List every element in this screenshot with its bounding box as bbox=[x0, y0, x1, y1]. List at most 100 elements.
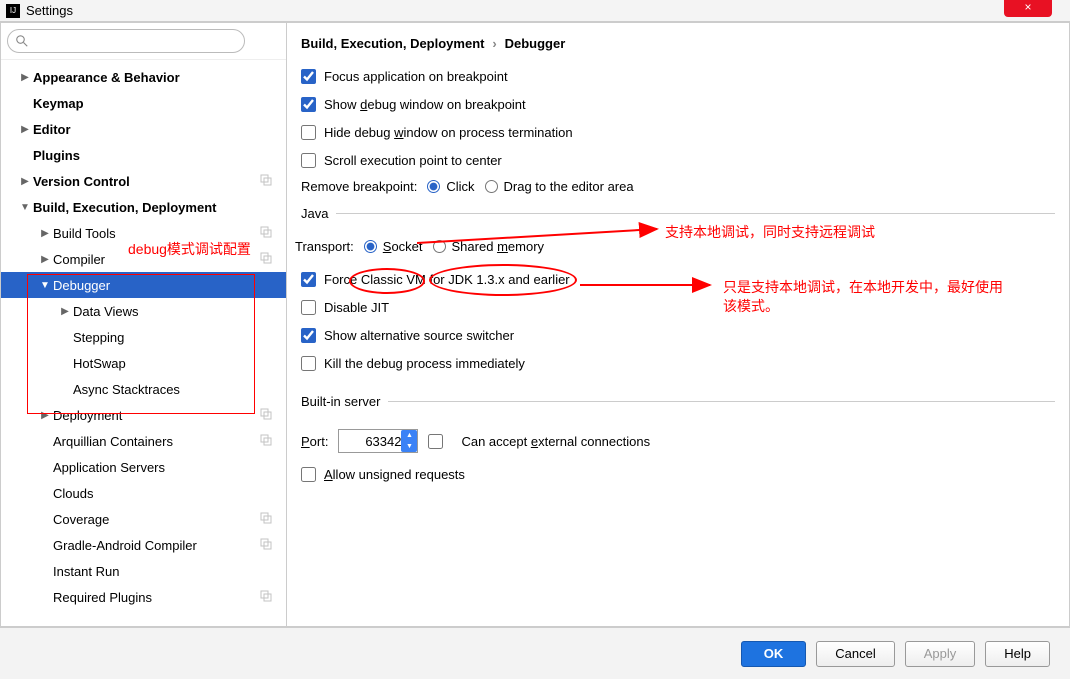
tree-item-application-servers[interactable]: Application Servers bbox=[1, 454, 286, 480]
unsigned-checkbox[interactable] bbox=[301, 467, 316, 482]
tree-item-label: Required Plugins bbox=[53, 590, 152, 605]
tree-item-label: HotSwap bbox=[73, 356, 126, 371]
tree-item-version-control[interactable]: ▶Version Control bbox=[1, 168, 286, 194]
tree-item-label: Data Views bbox=[73, 304, 139, 319]
settings-sidebar: ▶Appearance & BehaviorKeymap▶EditorPlugi… bbox=[1, 23, 287, 626]
tree-item-stepping[interactable]: Stepping bbox=[1, 324, 286, 350]
tree-item-keymap[interactable]: Keymap bbox=[1, 90, 286, 116]
tree-item-label: Clouds bbox=[53, 486, 93, 501]
tree-item-hotswap[interactable]: HotSwap bbox=[1, 350, 286, 376]
annotation-text-2b: 该模式。 bbox=[723, 296, 779, 316]
tree-item-label: Appearance & Behavior bbox=[33, 70, 180, 85]
focus-checkbox[interactable] bbox=[301, 69, 316, 84]
window-title: Settings bbox=[26, 3, 73, 18]
tree-item-arquillian-containers[interactable]: Arquillian Containers bbox=[1, 428, 286, 454]
alt-checkbox[interactable] bbox=[301, 328, 316, 343]
force-checkbox[interactable] bbox=[301, 272, 316, 287]
tree-item-clouds[interactable]: Clouds bbox=[1, 480, 286, 506]
tree-item-label: Keymap bbox=[33, 96, 84, 111]
expand-icon: ▶ bbox=[39, 254, 51, 265]
show-label: Show debug window on breakpoint bbox=[324, 97, 526, 112]
help-button[interactable]: Help bbox=[985, 641, 1050, 667]
jit-label: Disable JIT bbox=[324, 300, 389, 315]
tree-item-data-views[interactable]: ▶Data Views bbox=[1, 298, 286, 324]
breadcrumb-sep: › bbox=[492, 36, 496, 51]
tree-item-label: Plugins bbox=[33, 148, 80, 163]
breadcrumb-root: Build, Execution, Deployment bbox=[301, 36, 484, 51]
alt-label: Show alternative source switcher bbox=[324, 328, 514, 343]
kill-label: Kill the debug process immediately bbox=[324, 356, 525, 371]
ok-button[interactable]: OK bbox=[741, 641, 807, 667]
project-icon bbox=[260, 252, 272, 264]
external-label: Can accept external connections bbox=[461, 434, 650, 449]
settings-content: Build, Execution, Deployment › Debugger … bbox=[287, 23, 1069, 626]
remove-drag-label: Drag to the editor area bbox=[504, 179, 634, 194]
cancel-button[interactable]: Cancel bbox=[816, 641, 894, 667]
port-spinner[interactable]: ▲▼ bbox=[401, 430, 417, 452]
project-icon bbox=[260, 434, 272, 446]
tree-item-plugins[interactable]: Plugins bbox=[1, 142, 286, 168]
socket-label: Socket bbox=[383, 239, 423, 254]
tree-item-label: Editor bbox=[33, 122, 71, 137]
project-icon bbox=[260, 590, 272, 602]
tree-item-label: Debugger bbox=[53, 278, 110, 293]
annotation-sidebar-label: debug模式调试配置 bbox=[128, 239, 251, 259]
search-input[interactable] bbox=[7, 29, 245, 53]
remove-click-radio[interactable] bbox=[427, 180, 440, 193]
tree-item-label: Instant Run bbox=[53, 564, 120, 579]
tree-item-label: Build Tools bbox=[53, 226, 116, 241]
transport-label: Transport: bbox=[295, 239, 354, 254]
settings-tree[interactable]: ▶Appearance & BehaviorKeymap▶EditorPlugi… bbox=[1, 60, 286, 626]
breadcrumb: Build, Execution, Deployment › Debugger bbox=[301, 35, 1055, 51]
tree-item-label: Build, Execution, Deployment bbox=[33, 200, 216, 215]
tree-item-deployment[interactable]: ▶Deployment bbox=[1, 402, 286, 428]
tree-item-coverage[interactable]: Coverage bbox=[1, 506, 286, 532]
remove-breakpoint-row: Remove breakpoint: Click Drag to the edi… bbox=[301, 179, 1055, 194]
tree-item-instant-run[interactable]: Instant Run bbox=[1, 558, 286, 584]
tree-item-build-execution-deployment[interactable]: ▼Build, Execution, Deployment bbox=[1, 194, 286, 220]
tree-item-gradle-android-compiler[interactable]: Gradle-Android Compiler bbox=[1, 532, 286, 558]
tree-item-label: Async Stacktraces bbox=[73, 382, 180, 397]
java-legend: Java bbox=[301, 206, 336, 221]
project-icon bbox=[260, 174, 272, 186]
expand-icon: ▼ bbox=[39, 280, 51, 291]
expand-icon: ▶ bbox=[59, 306, 71, 317]
main-split: ▶Appearance & BehaviorKeymap▶EditorPlugi… bbox=[0, 22, 1070, 627]
shared-radio[interactable] bbox=[433, 240, 446, 253]
tree-item-label: Coverage bbox=[53, 512, 109, 527]
apply-button[interactable]: Apply bbox=[905, 641, 976, 667]
search-icon bbox=[16, 35, 28, 47]
hide-checkbox[interactable] bbox=[301, 125, 316, 140]
tree-item-label: Arquillian Containers bbox=[53, 434, 173, 449]
project-icon bbox=[260, 538, 272, 550]
tree-item-label: Version Control bbox=[33, 174, 130, 189]
breadcrumb-leaf: Debugger bbox=[505, 36, 566, 51]
tree-item-editor[interactable]: ▶Editor bbox=[1, 116, 286, 142]
tree-item-debugger[interactable]: ▼Debugger bbox=[1, 272, 286, 298]
annotation-text-1: 支持本地调试，同时支持远程调试 bbox=[665, 222, 875, 242]
close-icon[interactable]: × bbox=[1004, 0, 1052, 17]
tree-item-label: Deployment bbox=[53, 408, 122, 423]
expand-icon: ▶ bbox=[19, 124, 31, 135]
kill-checkbox[interactable] bbox=[301, 356, 316, 371]
window-titlebar: IJ Settings bbox=[0, 0, 1070, 22]
scroll-checkbox[interactable] bbox=[301, 153, 316, 168]
socket-radio[interactable] bbox=[364, 240, 377, 253]
expand-icon: ▶ bbox=[39, 410, 51, 421]
expand-icon: ▶ bbox=[19, 72, 31, 83]
remove-drag-radio[interactable] bbox=[485, 180, 498, 193]
tree-item-label: Stepping bbox=[73, 330, 124, 345]
port-label: Port: bbox=[301, 434, 328, 449]
tree-item-appearance-behavior[interactable]: ▶Appearance & Behavior bbox=[1, 64, 286, 90]
scroll-label: Scroll execution point to center bbox=[324, 153, 502, 168]
tree-item-async-stacktraces[interactable]: Async Stacktraces bbox=[1, 376, 286, 402]
show-checkbox[interactable] bbox=[301, 97, 316, 112]
search-field[interactable] bbox=[32, 34, 236, 49]
jit-checkbox[interactable] bbox=[301, 300, 316, 315]
external-checkbox[interactable] bbox=[428, 434, 443, 449]
focus-label: Focus application on breakpoint bbox=[324, 69, 508, 84]
force-label: Force Classic VM for JDK 1.3.x and earli… bbox=[324, 272, 570, 287]
server-fieldset: Built-in server Port: ▲▼ Can accept exte… bbox=[301, 394, 1055, 495]
project-icon bbox=[260, 408, 272, 420]
tree-item-required-plugins[interactable]: Required Plugins bbox=[1, 584, 286, 610]
